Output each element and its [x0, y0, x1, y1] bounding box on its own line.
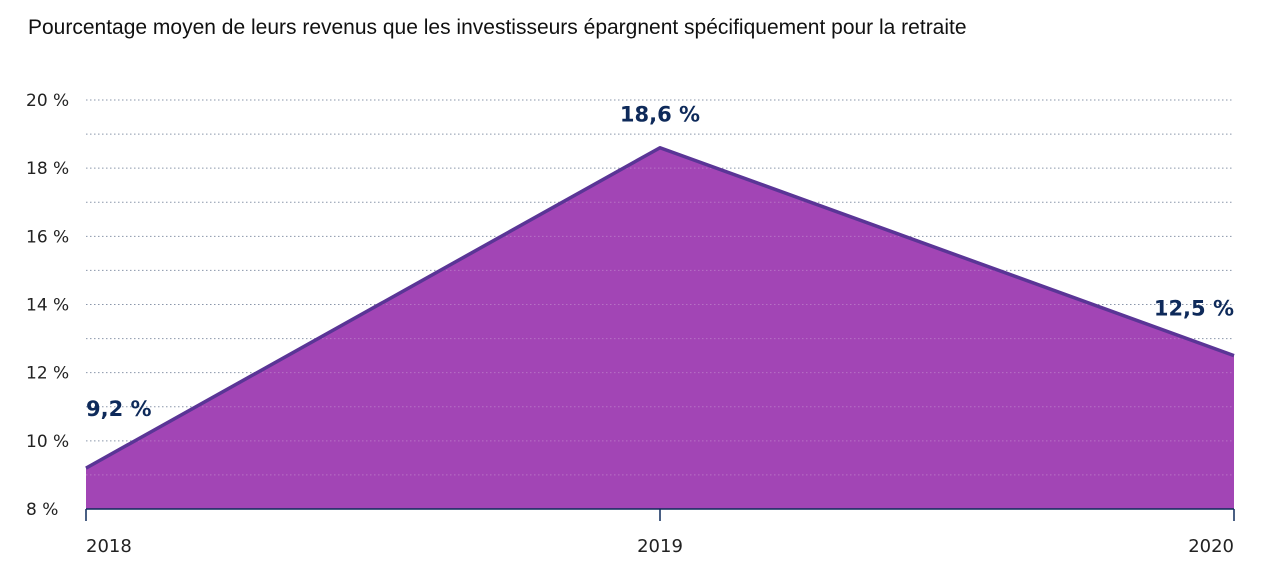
y-tick-label: 8 % [26, 500, 58, 520]
y-tick-label: 10 % [26, 432, 69, 452]
y-tick-label: 20 % [26, 91, 69, 111]
axes: 2018 2019 2020 8 % 10 % 12 % 14 % 16 % 18 % 20 % [26, 91, 1235, 557]
y-tick-label: 16 % [26, 227, 69, 247]
chart-title: Pourcentage moyen de leurs revenus que l… [28, 16, 967, 39]
data-label: 18,6 % [620, 103, 700, 127]
labels: 9,2 % 18,6 % 12,5 % [86, 103, 1234, 421]
area-fill [86, 147, 1234, 509]
data-label: 9,2 % [86, 397, 152, 421]
y-tick-label: 14 % [26, 296, 69, 316]
x-tick-label: 2018 [86, 536, 132, 557]
x-tick-label: 2019 [637, 536, 683, 557]
x-tick-label: 2020 [1188, 536, 1234, 557]
y-tick-label: 18 % [26, 159, 69, 179]
y-tick-label: 12 % [26, 364, 69, 384]
data-label: 12,5 % [1154, 297, 1234, 321]
